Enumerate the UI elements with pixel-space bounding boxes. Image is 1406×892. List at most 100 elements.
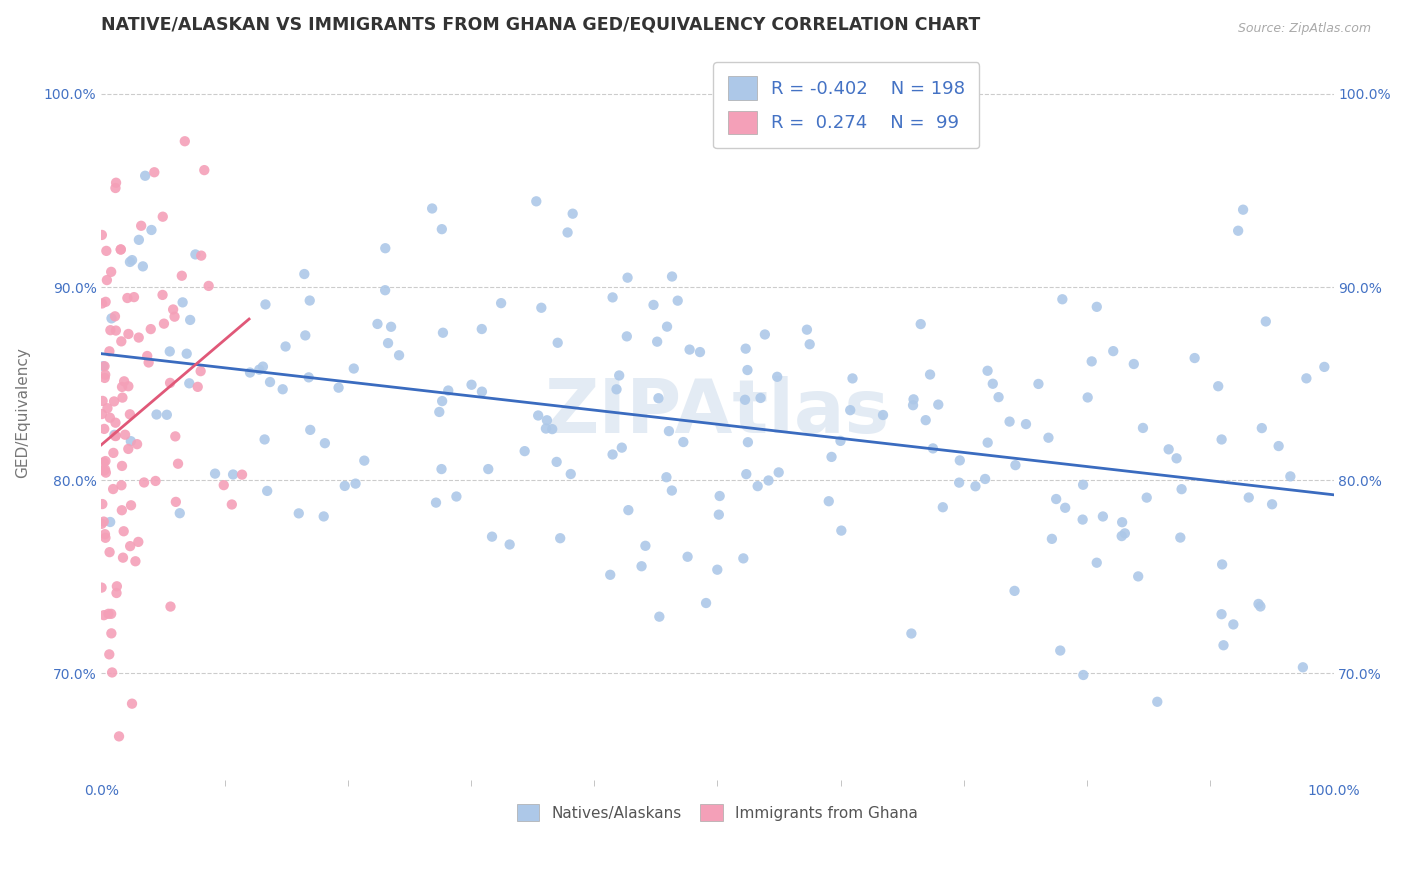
Point [432,326,454,340]
Point [965,479,987,493]
Point [104,324,127,338]
Point [1212,638,1234,652]
Point [1295,371,1317,385]
Point [420,202,443,216]
Point [117,442,139,456]
Point [430,394,453,409]
Point [380,319,402,334]
Point [1004,458,1026,472]
Point [1168,531,1191,545]
Point [271,382,294,396]
Point [1114,526,1136,541]
Point [299,423,322,437]
Point [471,322,494,336]
Point [1292,660,1315,674]
Point [98,648,121,662]
Point [1071,512,1094,526]
Point [1091,509,1114,524]
Point [616,270,638,285]
Point [1211,558,1233,572]
Point [120,434,142,449]
Point [120,539,142,553]
Point [1015,417,1038,431]
Point [121,253,143,268]
Point [94,294,117,309]
Point [165,495,187,509]
Point [976,435,998,450]
Point [534,421,557,435]
Point [170,268,193,283]
Point [1054,500,1077,515]
Point [1254,314,1277,328]
Point [658,424,681,438]
Point [1052,292,1074,306]
Point [661,483,683,498]
Point [333,479,356,493]
Point [104,429,127,443]
Text: Source: ZipAtlas.com: Source: ZipAtlas.com [1237,22,1371,36]
Point [91,393,114,408]
Point [737,363,759,377]
Point [94,462,117,476]
Point [259,375,281,389]
Point [548,531,571,545]
Point [735,467,758,482]
Point [96,401,118,416]
Point [672,435,695,450]
Point [981,376,1004,391]
Point [1073,668,1095,682]
Point [1249,599,1271,614]
Point [110,478,132,492]
Point [630,559,652,574]
Point [976,364,998,378]
Point [530,301,553,315]
Point [1157,442,1180,457]
Point [645,334,668,349]
Point [94,527,117,541]
Point [648,609,671,624]
Point [98,410,121,425]
Point [749,391,772,405]
Point [1247,597,1270,611]
Point [117,291,139,305]
Point [617,503,640,517]
Point [108,730,131,744]
Point [94,466,117,480]
Point [914,413,936,427]
Point [93,464,115,478]
Point [190,249,212,263]
Point [796,323,818,337]
Point [1080,354,1102,368]
Point [872,408,894,422]
Point [100,626,122,640]
Point [922,442,945,456]
Point [1111,529,1133,543]
Point [145,408,167,422]
Point [425,495,447,509]
Point [93,455,115,469]
Point [143,165,166,179]
Point [105,579,128,593]
Point [90,581,112,595]
Point [1045,491,1067,506]
Point [96,273,118,287]
Point [561,207,583,221]
Point [1085,300,1108,314]
Point [101,665,124,680]
Point [541,422,564,436]
Point [655,319,678,334]
Point [1261,497,1284,511]
Point [101,482,124,496]
Point [165,429,187,443]
Point [111,391,134,405]
Point [1085,556,1108,570]
Point [129,219,152,233]
Point [118,255,141,269]
Point [489,296,512,310]
Point [546,455,568,469]
Point [643,298,665,312]
Point [830,524,852,538]
Point [841,371,863,385]
Point [162,302,184,317]
Point [374,283,396,297]
